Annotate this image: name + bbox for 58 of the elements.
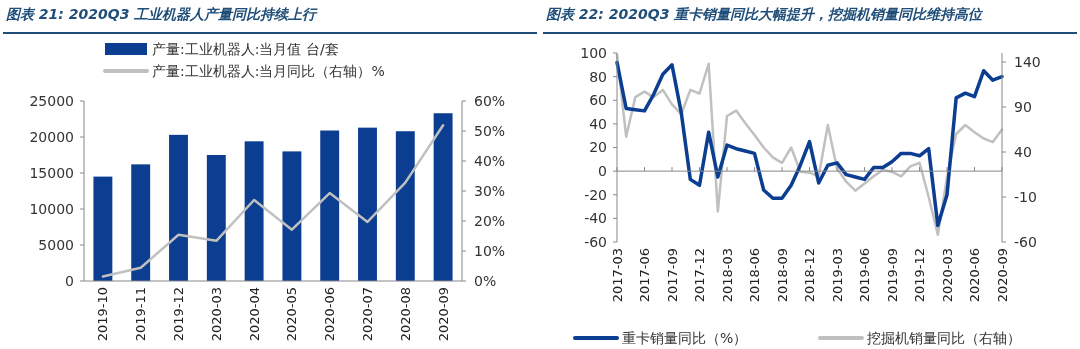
legend-label: 挖掘机销量同比（右轴） xyxy=(867,329,1021,346)
y2-tick-label: -10 xyxy=(1014,188,1037,205)
x-tick-label: 2018-03 xyxy=(719,248,735,303)
y2-tick-label: 10% xyxy=(474,242,506,259)
x-tick-label: 2019-03 xyxy=(829,248,845,303)
x-tick-label: 2017-06 xyxy=(637,248,653,303)
chart-title: 图表 22: 2020Q3 重卡销量同比大幅提升，挖掘机销量同比维持高位 xyxy=(546,6,985,22)
x-tick-label: 2018-12 xyxy=(802,248,818,303)
y-tick-label: -60 xyxy=(584,233,607,250)
x-tick-label: 2019-09 xyxy=(884,248,900,303)
x-tick-label: 2017-09 xyxy=(664,248,680,303)
y2-tick-label: 140 xyxy=(1014,53,1041,70)
x-tick-label: 2017-12 xyxy=(692,248,708,303)
x-tick-label: 2020-04 xyxy=(246,287,262,342)
x-tick-label: 2018-09 xyxy=(774,248,790,303)
y-tick-label: 60 xyxy=(589,92,607,109)
x-tick-label: 2018-06 xyxy=(747,248,763,303)
y-tick-label: 5000 xyxy=(38,236,74,253)
y-tick-label: 20 xyxy=(589,139,607,156)
y2-tick-label: 30% xyxy=(474,182,506,199)
x-tick-label: 2020-09 xyxy=(994,248,1010,303)
x-tick-label: 2019-11 xyxy=(133,287,149,342)
x-tick-label: 2020-03 xyxy=(208,287,224,342)
x-tick-label: 2020-09 xyxy=(435,287,451,342)
y-tick-label: 80 xyxy=(589,68,607,85)
y-tick-label: 25000 xyxy=(29,92,74,109)
y-tick-label: 0 xyxy=(598,163,607,180)
legend-label: 产量:工业机器人:当月同比（右轴）% xyxy=(152,62,385,79)
x-tick-label: 2020-07 xyxy=(360,287,376,342)
y2-tick-label: 90 xyxy=(1014,98,1032,115)
chart-title: 图表 21: 2020Q3 工业机器人产量同比持续上行 xyxy=(6,6,319,22)
x-tick-label: 2019-12 xyxy=(912,248,928,303)
y-tick-label: 0 xyxy=(65,272,74,289)
y2-tick-label: 60% xyxy=(474,92,506,109)
x-tick-label: 2020-03 xyxy=(939,248,955,303)
y-tick-label: -40 xyxy=(584,210,607,227)
legend-label: 产量:工业机器人:当月值 台/套 xyxy=(152,40,339,57)
y-tick-label: 15000 xyxy=(29,164,74,181)
y2-tick-label: 20% xyxy=(474,212,506,229)
y2-tick-label: 40 xyxy=(1014,143,1032,160)
y-tick-label: 100 xyxy=(580,44,607,61)
x-tick-label: 2020-08 xyxy=(397,287,413,342)
y-tick-label: 10000 xyxy=(29,200,74,217)
x-tick-label: 2017-03 xyxy=(609,248,625,303)
y2-tick-label: 40% xyxy=(474,152,506,169)
y-tick-label: 20000 xyxy=(29,128,74,145)
x-tick-label: 2020-05 xyxy=(284,287,300,342)
x-tick-label: 2020-06 xyxy=(967,248,983,303)
y2-tick-label: -60 xyxy=(1014,233,1037,250)
x-tick-label: 2019-06 xyxy=(857,248,873,303)
x-tick-label: 2019-10 xyxy=(95,287,111,342)
y-tick-label: -20 xyxy=(584,186,607,203)
x-tick-label: 2019-12 xyxy=(171,287,187,342)
x-tick-label: 2020-06 xyxy=(322,287,338,342)
y2-tick-label: 0% xyxy=(474,272,497,289)
y-tick-label: 40 xyxy=(589,115,607,132)
legend-label: 重卡销量同比（%） xyxy=(622,329,748,346)
y2-tick-label: 50% xyxy=(474,122,506,139)
